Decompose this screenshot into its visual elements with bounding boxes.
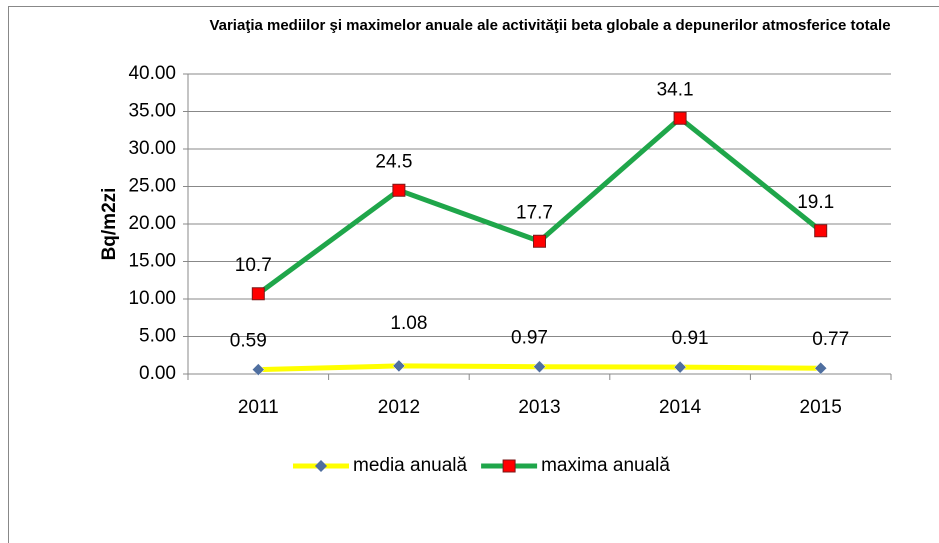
data-label: 0.91 xyxy=(672,328,709,349)
marker xyxy=(533,234,546,248)
data-label: 1.08 xyxy=(390,313,427,334)
x-tick-label: 2011 xyxy=(238,397,279,418)
x-tick-label: 2012 xyxy=(378,397,420,418)
data-label: 17.7 xyxy=(516,202,553,223)
data-label: 34.1 xyxy=(657,79,694,100)
marker xyxy=(533,360,546,374)
y-tick-label: 40.00 xyxy=(128,63,176,84)
x-tick-label: 2015 xyxy=(800,397,842,418)
data-label: 0.77 xyxy=(812,329,849,350)
chart-frame xyxy=(8,6,939,543)
legend-marker xyxy=(315,460,327,472)
chart-title: Variaţia mediilor şi maximelor anuale al… xyxy=(209,17,891,34)
legend-marker xyxy=(502,459,516,473)
marker xyxy=(251,363,265,376)
marker xyxy=(814,361,828,375)
marker xyxy=(673,360,687,374)
y-axis-label: Bq/m2zi xyxy=(99,188,120,261)
marker xyxy=(251,287,265,301)
y-tick-label: 25.00 xyxy=(128,176,176,197)
marker xyxy=(673,111,687,125)
y-tick-label: 5.00 xyxy=(139,326,176,347)
data-label: 24.5 xyxy=(375,151,412,172)
y-tick-label: 0.00 xyxy=(139,363,176,384)
y-tick-label: 30.00 xyxy=(128,138,176,159)
x-tick-label: 2014 xyxy=(659,397,702,418)
y-tick-label: 15.00 xyxy=(128,251,176,272)
data-label: 0.59 xyxy=(230,331,267,352)
legend-label: maxima anuală xyxy=(541,455,670,476)
x-tick-label: 2013 xyxy=(518,397,560,418)
marker xyxy=(392,183,406,197)
legend-label: media anuală xyxy=(353,455,468,476)
data-label: 10.7 xyxy=(235,255,272,276)
marker xyxy=(814,224,828,238)
y-tick-label: 35.00 xyxy=(128,101,176,122)
y-tick-label: 20.00 xyxy=(128,213,176,234)
y-tick-label: 10.00 xyxy=(128,288,176,309)
data-label: 19.1 xyxy=(797,192,834,213)
data-label: 0.97 xyxy=(511,328,548,349)
marker xyxy=(392,359,406,373)
